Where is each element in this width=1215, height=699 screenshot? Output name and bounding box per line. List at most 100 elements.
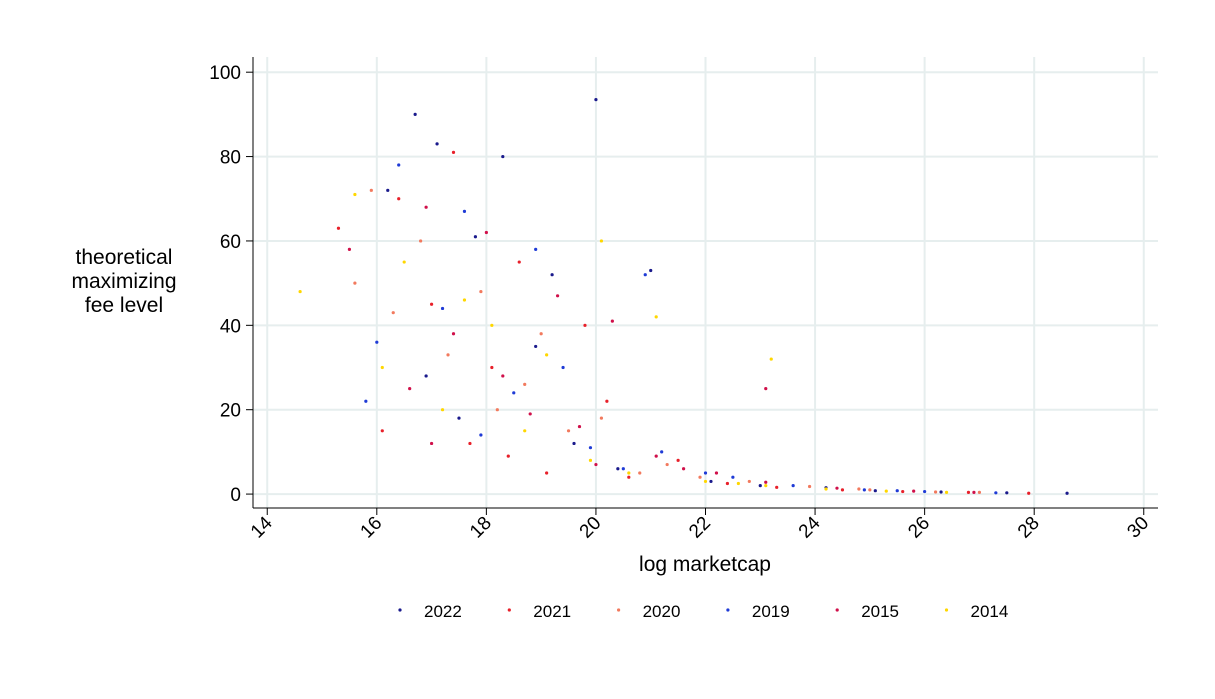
point — [545, 471, 549, 475]
point — [386, 188, 390, 192]
point — [731, 475, 735, 479]
point — [912, 489, 916, 493]
point — [616, 467, 620, 471]
point — [462, 298, 467, 302]
point — [397, 163, 401, 167]
point — [539, 332, 543, 336]
point — [994, 491, 998, 495]
point — [736, 481, 740, 486]
x-tick-label: 16 — [357, 513, 387, 543]
point — [577, 424, 582, 429]
point — [681, 467, 686, 471]
point — [835, 486, 839, 490]
point — [501, 374, 505, 378]
point — [512, 391, 516, 395]
point — [353, 192, 357, 197]
x-tick-label: 28 — [1014, 513, 1044, 543]
legend-marker — [835, 608, 839, 612]
point — [446, 353, 450, 357]
point — [764, 484, 768, 488]
point — [336, 226, 341, 230]
point — [714, 471, 719, 475]
point — [901, 489, 905, 494]
point — [873, 489, 877, 493]
point — [517, 260, 521, 264]
legend-label: 2022 — [424, 602, 462, 621]
point — [440, 408, 445, 412]
point — [583, 323, 587, 327]
point — [764, 387, 768, 391]
point — [660, 450, 664, 454]
legend-marker — [726, 608, 730, 612]
point — [944, 490, 949, 494]
point — [495, 408, 499, 412]
point — [703, 471, 708, 475]
y-tick-label: 100 — [209, 63, 241, 84]
point — [380, 429, 384, 433]
point — [347, 247, 352, 251]
point — [627, 471, 631, 475]
x-tick-label: 18 — [466, 513, 496, 543]
y-tick-label: 0 — [230, 485, 241, 506]
point — [638, 471, 642, 475]
point — [555, 294, 560, 298]
point — [862, 488, 866, 492]
point — [654, 315, 658, 319]
point — [468, 441, 472, 446]
point — [643, 273, 647, 277]
point — [654, 454, 658, 458]
point — [457, 416, 461, 420]
point — [523, 429, 527, 433]
y-tick-label: 40 — [220, 316, 241, 337]
x-tick-label: 14 — [247, 512, 277, 542]
point — [534, 247, 538, 251]
point — [977, 490, 982, 494]
legend-marker — [507, 608, 511, 612]
point — [621, 467, 625, 471]
point — [807, 484, 812, 489]
legend-label: 2021 — [533, 602, 571, 621]
point — [397, 197, 401, 201]
point — [424, 205, 428, 209]
point — [490, 365, 494, 370]
point — [490, 323, 494, 327]
point — [972, 490, 976, 494]
legend-label: 2015 — [861, 602, 899, 621]
x-tick-label: 24 — [795, 512, 825, 542]
legend-marker — [398, 608, 402, 612]
point — [298, 289, 302, 294]
point — [758, 484, 762, 488]
point — [1065, 491, 1069, 495]
point — [479, 433, 483, 437]
point — [665, 462, 669, 467]
point — [528, 412, 532, 416]
point — [451, 150, 456, 154]
point — [840, 488, 845, 492]
x-tick-label: 30 — [1123, 513, 1153, 543]
point — [588, 446, 593, 450]
point — [391, 311, 395, 315]
point — [649, 268, 653, 273]
y-tick-label: 20 — [220, 401, 241, 422]
point — [479, 289, 483, 294]
point — [572, 441, 576, 446]
point — [545, 353, 549, 357]
point — [408, 387, 412, 391]
y-tick-label: 60 — [220, 232, 241, 253]
point — [413, 112, 417, 116]
point — [966, 490, 971, 494]
point — [566, 429, 571, 433]
point — [380, 365, 384, 370]
legend-label: 2019 — [752, 602, 790, 621]
point — [523, 382, 527, 386]
point — [764, 480, 768, 484]
point — [791, 484, 795, 488]
point — [747, 479, 751, 484]
point — [473, 235, 478, 239]
point — [709, 479, 713, 484]
point — [424, 374, 428, 378]
y-axis-label: theoretical — [76, 246, 173, 269]
point — [775, 485, 779, 489]
x-axis-label: log marketcap — [639, 553, 771, 576]
point — [895, 489, 899, 493]
